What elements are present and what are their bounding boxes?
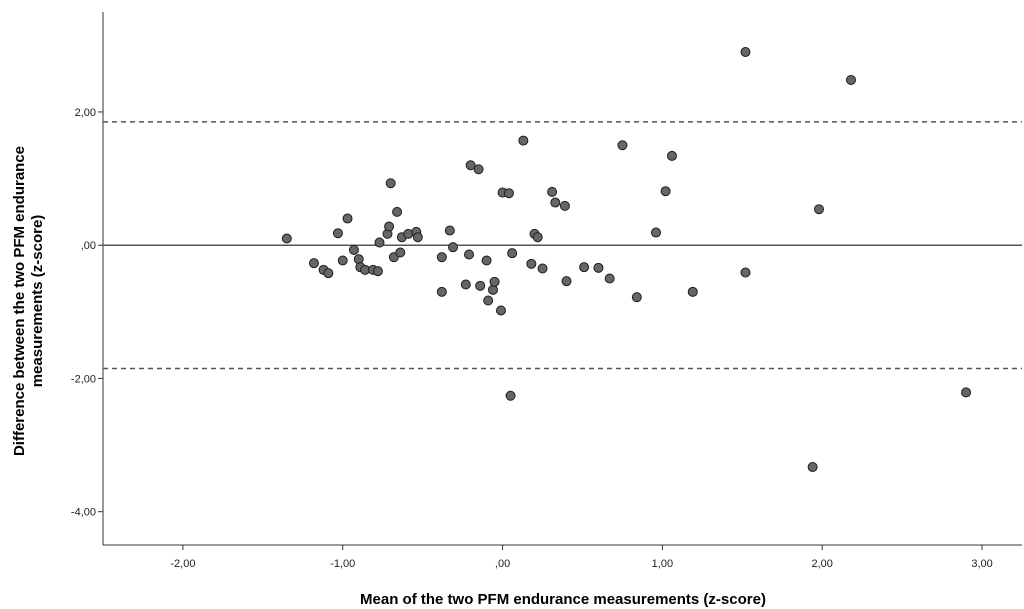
data-point	[666, 150, 677, 161]
data-point	[464, 249, 475, 260]
y-axis-title-line2: measurements (z-score)	[29, 215, 46, 388]
data-point	[337, 255, 348, 266]
x-axis-title: Mean of the two PFM endurance measuremen…	[360, 591, 766, 608]
data-point	[281, 233, 292, 244]
data-point	[503, 188, 514, 199]
data-point	[392, 206, 403, 217]
data-point	[353, 254, 364, 265]
data-points	[281, 46, 972, 473]
x-axis-ticks: -2,00 -1,00 ,00 1,00 2,00 3,00	[170, 545, 993, 570]
data-point	[814, 204, 825, 215]
y-tick-label: ,00	[81, 240, 96, 252]
data-point	[740, 46, 751, 57]
reference-lines	[103, 121, 1022, 370]
data-point	[537, 263, 548, 274]
data-point	[526, 258, 537, 269]
data-point	[385, 178, 396, 189]
y-tick-label: 2,00	[75, 107, 96, 119]
x-tick-label: -2,00	[170, 558, 195, 570]
data-point	[323, 268, 334, 279]
data-point	[332, 228, 343, 239]
data-point	[475, 280, 486, 291]
data-point	[412, 232, 423, 243]
data-point	[372, 266, 383, 277]
data-point	[487, 284, 498, 295]
data-point	[348, 244, 359, 255]
data-point	[687, 286, 698, 297]
data-point	[395, 247, 406, 258]
data-point	[481, 255, 492, 266]
x-tick-label: 2,00	[812, 558, 833, 570]
data-point	[460, 279, 471, 290]
data-point	[473, 164, 484, 175]
data-point	[617, 140, 628, 151]
data-point	[740, 267, 751, 278]
data-point	[604, 273, 615, 284]
y-axis-ticks: -4,00 -2,00 ,00 2,00	[71, 107, 103, 519]
data-point	[631, 292, 642, 303]
data-point	[593, 262, 604, 273]
y-tick-label: -2,00	[71, 373, 96, 385]
data-point	[489, 276, 500, 287]
data-point	[483, 295, 494, 306]
data-point	[436, 252, 447, 263]
x-tick-label: 1,00	[652, 558, 673, 570]
data-point	[384, 221, 395, 232]
x-tick-label: ,00	[495, 558, 510, 570]
data-point	[532, 232, 543, 243]
data-point	[807, 462, 818, 473]
data-point	[650, 227, 661, 238]
data-point	[342, 213, 353, 224]
y-tick-label: -4,00	[71, 507, 96, 519]
y-axis-title: Difference between the two PFM endurance…	[11, 146, 46, 456]
data-point	[579, 262, 590, 273]
data-point	[518, 135, 529, 146]
data-point	[961, 387, 972, 398]
data-point	[448, 242, 459, 253]
data-point	[507, 248, 518, 259]
data-point	[374, 237, 385, 248]
data-point	[505, 390, 516, 401]
data-point	[561, 276, 572, 287]
data-point	[550, 197, 561, 208]
data-point	[660, 186, 671, 197]
x-tick-label: 3,00	[971, 558, 992, 570]
axes	[102, 12, 1022, 546]
data-point	[845, 74, 856, 85]
data-point	[559, 200, 570, 211]
data-point	[308, 258, 319, 269]
data-point	[436, 286, 447, 297]
data-point	[465, 160, 476, 171]
x-tick-label: -1,00	[330, 558, 355, 570]
data-point	[495, 305, 506, 316]
data-point	[444, 225, 455, 236]
data-point	[547, 186, 558, 197]
y-axis-title-line1: Difference between the two PFM endurance	[11, 146, 28, 456]
